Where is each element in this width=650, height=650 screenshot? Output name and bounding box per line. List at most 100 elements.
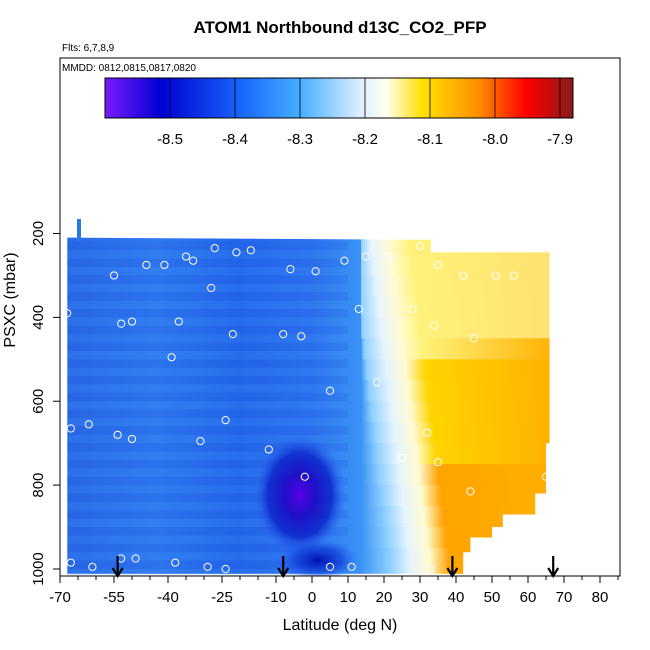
sample-point [127, 434, 137, 444]
heatmap-field [67, 237, 550, 576]
y-tick-label: 600 [30, 389, 47, 414]
sample-point [196, 436, 205, 446]
row-band [67, 342, 348, 351]
sample-point [491, 271, 500, 280]
row-band [67, 493, 348, 502]
sample-point [131, 554, 140, 563]
sample-point [426, 564, 435, 574]
sample-point [361, 252, 371, 261]
sample-point [459, 271, 468, 280]
colorbar-tick-label: -8.0 [482, 131, 508, 148]
sample-point [221, 564, 230, 574]
row-band [67, 334, 348, 343]
x-tick-label: 30 [412, 589, 429, 606]
pressure-band [67, 338, 550, 360]
sample-point [210, 244, 219, 253]
x-tick-label: 50 [484, 589, 501, 606]
pressure-band [67, 380, 550, 402]
sample-point [84, 420, 93, 429]
row-band [67, 418, 348, 427]
flight-markers [111, 556, 560, 579]
sample-point [325, 562, 335, 572]
row-band [67, 292, 348, 301]
row-band [67, 300, 348, 309]
row-band [67, 350, 348, 360]
row-band [67, 384, 348, 393]
sample-point [297, 332, 306, 341]
row-band [67, 485, 348, 494]
sample-point [232, 248, 241, 257]
sample-point [264, 445, 273, 454]
colorbar-frame [104, 77, 574, 119]
row-band [67, 376, 348, 385]
row-band [67, 501, 348, 511]
sample-point [340, 256, 349, 265]
sample-point [127, 317, 137, 326]
sample-point [228, 330, 237, 339]
sample-point [246, 246, 255, 255]
row-band [67, 267, 348, 276]
y-tick-label: 1000 [30, 552, 47, 585]
low-d13c-lower [278, 540, 358, 576]
sample-point [415, 241, 425, 251]
sample-point [311, 267, 320, 276]
sample-point [509, 271, 518, 280]
x-tick-label: -10 [265, 589, 287, 606]
pressure-band [67, 359, 550, 381]
sample-point [203, 562, 212, 572]
row-band [67, 468, 348, 477]
colorbar-tick-label: -7.9 [547, 131, 573, 148]
colorbar-tick-label: -8.5 [157, 131, 183, 148]
row-band [67, 317, 348, 326]
x-tick-label: 60 [520, 589, 537, 606]
row-band [67, 308, 348, 318]
colorbar-tick-label: -8.3 [287, 131, 313, 148]
sample-point [433, 260, 443, 270]
sample-point [541, 472, 551, 481]
sample-point [325, 386, 335, 395]
row-band [67, 535, 348, 544]
sample-point [221, 416, 230, 425]
pressure-band [67, 275, 550, 297]
sample-point [372, 378, 381, 387]
sample-point [354, 304, 363, 314]
sample-point [117, 319, 126, 328]
sample-point [383, 252, 392, 261]
x-tick-label: -55 [103, 589, 125, 606]
row-band [67, 459, 348, 469]
sample-point [171, 558, 180, 567]
y-tick-label: 400 [30, 305, 47, 330]
sample-point [113, 430, 122, 439]
pressure-band [67, 237, 550, 256]
x-axis: -70 -55 -40 -25 -10 0 10 20 30 40 50 60 70 80 [49, 576, 619, 606]
sample-point [430, 321, 439, 330]
sample-point [469, 334, 479, 343]
sample-point [279, 330, 288, 339]
pressure-band [67, 401, 550, 423]
chart-title: ATOM1 Northbound d13C_CO2_PFP [193, 18, 486, 37]
sample-point [63, 309, 72, 318]
sample-point [109, 271, 119, 280]
sample-point [88, 562, 97, 572]
row-band [67, 476, 348, 486]
row-band [67, 241, 348, 251]
low-d13c-core [254, 435, 346, 555]
x-tick-label: -40 [157, 589, 179, 606]
x-tick-label: -70 [49, 589, 71, 606]
row-band [67, 518, 348, 528]
flights-note: Flts: 6,7,8,9 [62, 43, 115, 54]
row-band [67, 275, 348, 284]
row-band [67, 569, 348, 576]
colorbar-tick-label: -8.4 [222, 131, 248, 148]
dates-note: MMDD: 0812,0815,0817,0820 [62, 63, 196, 74]
row-band [67, 552, 348, 561]
sample-point [397, 453, 407, 462]
row-band [67, 451, 348, 460]
y-axis-label: PSXC (mbar) [2, 252, 19, 347]
row-band [67, 426, 348, 435]
colorbar-tick-label: -8.1 [417, 131, 443, 148]
row-band [67, 250, 348, 259]
colorbar-fill [105, 78, 573, 118]
sample-point [408, 304, 417, 314]
